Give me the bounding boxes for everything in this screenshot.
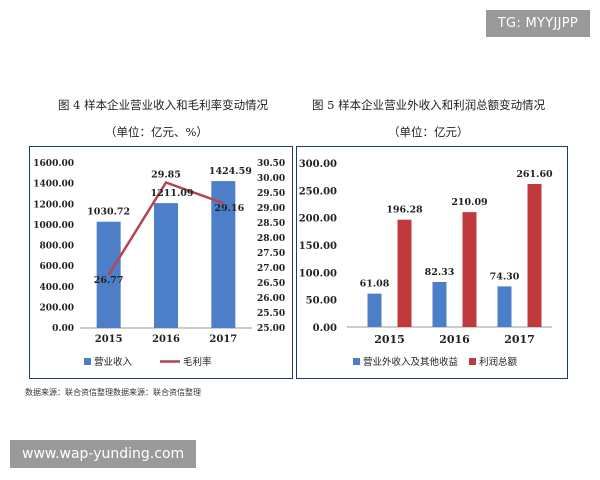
nonop-income-data-label: 61.08 [360, 279, 390, 290]
y-tick-label: 100.00 [299, 268, 337, 279]
figure-4-unit: （单位：亿元、%） [105, 125, 208, 139]
chart-panel-nonop-profit: 0.00 50.00 100.00 150.00 200.00 250.00 300.00 6… [296, 146, 568, 379]
right-y-tick-label: 25.50 [257, 309, 285, 319]
x-tick-label: 2016 [152, 334, 180, 345]
left-y-tick-label: 0.00 [52, 324, 74, 334]
legend-label-revenue: 营业收入 [94, 356, 133, 368]
x-tick-label: 2015 [374, 333, 405, 346]
legend-swatch-total-profit [469, 358, 476, 365]
nonop-income-data-label: 74.30 [490, 271, 520, 282]
revenue-data-label: 1211.09 [151, 188, 194, 199]
right-y-tick-label: 29.50 [257, 189, 285, 199]
watermark-bottom: www.wap-yunding.com [10, 440, 197, 468]
total-profit-data-label: 210.09 [451, 197, 488, 208]
right-y-tick-label: 26.50 [257, 279, 285, 289]
y-tick-label: 50.00 [306, 296, 337, 307]
left-y-tick-label: 1600.00 [33, 159, 74, 169]
y-tick-label: 250.00 [299, 186, 337, 197]
revenue-data-label: 1424.59 [209, 166, 252, 177]
legend-swatch-nonop-income [353, 358, 360, 365]
margin-data-label: 29.16 [214, 203, 244, 214]
left-y-tick-label: 1000.00 [33, 221, 74, 231]
left-y-tick-label: 600.00 [40, 262, 74, 272]
right-y-tick-label: 25.00 [257, 324, 285, 334]
figure-5-unit: （单位：亿元） [388, 125, 469, 139]
right-y-tick-label: 26.00 [257, 294, 285, 304]
x-tick-label: 2017 [209, 334, 237, 345]
source-note: 数据来源：联合资信整理数据来源：联合资信整理 [25, 388, 201, 397]
nonop-income-bar [432, 281, 447, 327]
left-y-tick-label: 800.00 [40, 242, 74, 252]
revenue-bar [154, 203, 178, 328]
legend-swatch-revenue [84, 358, 91, 365]
right-y-tick-label: 28.00 [257, 234, 285, 244]
margin-data-label: 29.85 [151, 170, 181, 181]
watermark-top: TG: MYYJJPP [485, 10, 590, 37]
right-y-tick-label: 27.00 [257, 264, 285, 274]
total-profit-bar [527, 183, 542, 327]
left-y-tick-label: 200.00 [40, 303, 74, 313]
total-profit-data-label: 261.60 [516, 169, 553, 180]
left-y-tick-label: 1200.00 [33, 200, 74, 210]
y-tick-label: 150.00 [299, 241, 337, 252]
total-profit-data-label: 196.28 [386, 205, 423, 216]
nonop-income-bar [367, 293, 382, 327]
total-profit-bar [462, 212, 477, 327]
nonop-profit-chart: 0.00 50.00 100.00 150.00 200.00 250.00 300.00 6… [299, 159, 553, 368]
chart-panel-revenue-margin: 0.00 200.00 400.00 600.00 800.00 1000.00 1200.… [29, 146, 293, 379]
total-profit-bar [397, 219, 412, 327]
y-tick-label: 200.00 [299, 214, 337, 225]
gross-margin-line [107, 180, 224, 276]
right-y-tick-label: 28.50 [257, 219, 285, 229]
legend-label-nonop-income: 营业外收入及其他收益 [363, 356, 459, 368]
right-y-tick-label: 30.00 [257, 174, 285, 184]
legend-label-total-profit: 利润总额 [479, 356, 518, 368]
nonop-income-data-label: 82.33 [425, 267, 455, 278]
x-tick-label: 2017 [504, 333, 535, 346]
right-y-tick-label: 29.00 [257, 204, 285, 214]
revenue-margin-chart: 0.00 200.00 400.00 600.00 800.00 1000.00 1200.… [33, 159, 285, 368]
left-y-tick-label: 400.00 [40, 283, 74, 293]
margin-data-label: 26.77 [94, 275, 124, 286]
figure-4-title: 图 4 样本企业营业收入和毛利率变动情况 [58, 98, 269, 112]
right-y-tick-label: 27.50 [257, 249, 285, 259]
y-tick-label: 0.00 [313, 323, 337, 334]
x-tick-label: 2015 [95, 334, 123, 345]
left-y-tick-label: 1400.00 [33, 180, 74, 190]
y-tick-label: 300.00 [299, 159, 337, 170]
x-tick-label: 2016 [439, 333, 470, 346]
right-y-tick-label: 30.50 [257, 159, 285, 169]
nonop-income-bar [497, 286, 512, 327]
revenue-data-label: 1030.72 [87, 207, 130, 218]
revenue-bar [211, 181, 236, 328]
legend-label-margin: 毛利率 [183, 356, 212, 368]
figure-5-title: 图 5 样本企业营业外收入和利润总额变动情况 [312, 98, 546, 112]
